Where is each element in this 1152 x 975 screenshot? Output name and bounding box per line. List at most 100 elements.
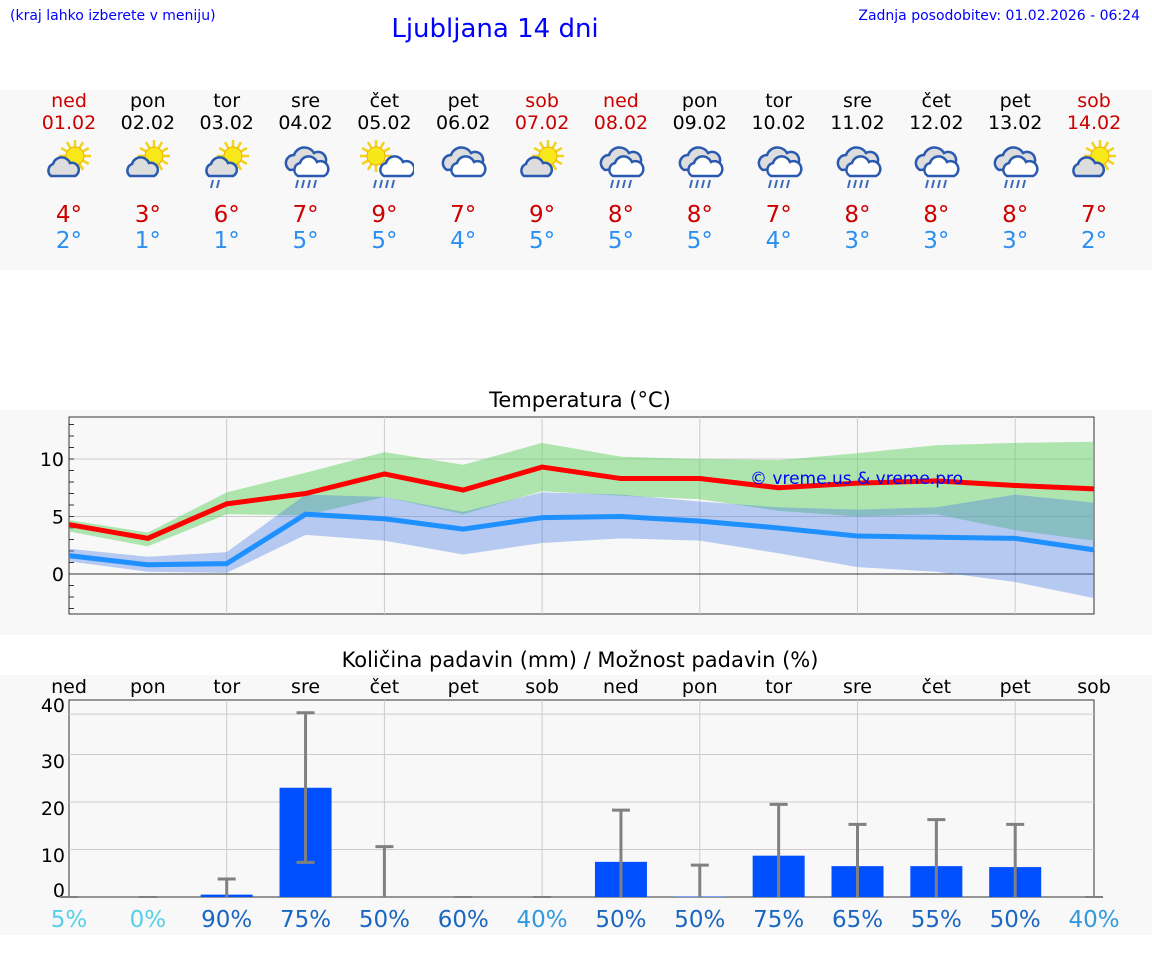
- precip-probability: 50%: [359, 907, 410, 933]
- last-update: Zadnja posodobitev: 01.02.2026 - 06:24: [858, 8, 1140, 24]
- cloud: [923, 155, 960, 178]
- precip-probability: 40%: [517, 907, 568, 933]
- sun-ray: [157, 141, 163, 149]
- rain-drop: [627, 179, 632, 189]
- day-forecast[interactable]: sre 04.02 7° 5°: [266, 90, 346, 254]
- rain-drop: [688, 179, 693, 189]
- cloud-rain-icon: [993, 146, 1039, 189]
- cloud: [686, 155, 724, 178]
- min-temp: 1°: [213, 228, 240, 254]
- day-forecast[interactable]: pet 13.02 8° 3°: [975, 90, 1055, 254]
- day-name: sob: [1077, 90, 1111, 112]
- rain-drop: [943, 179, 948, 189]
- sun-ray: [223, 141, 230, 149]
- min-temp-line: [68, 511, 1095, 568]
- sun-ray: [555, 159, 563, 166]
- max-temp: 8°: [844, 202, 871, 228]
- day-date: 10.02: [751, 112, 806, 134]
- day-forecast[interactable]: ned 08.02 8° 5°: [581, 90, 661, 254]
- precip-probability: 75%: [753, 907, 804, 933]
- rain-drop: [694, 179, 699, 189]
- day-forecast[interactable]: čet 05.02 9° 5°: [344, 90, 424, 254]
- rain-drop: [209, 179, 214, 189]
- max-temp: 8°: [1002, 202, 1029, 228]
- day-label: tor: [765, 676, 792, 698]
- sun-ray: [551, 141, 558, 149]
- page-title: Ljubljana 14 dni: [391, 14, 599, 44]
- cloud: [450, 155, 487, 178]
- day-name: pet: [999, 90, 1031, 112]
- day-name: pet: [447, 90, 479, 112]
- y-tick-label: 0: [52, 564, 64, 586]
- day-label: tor: [213, 676, 240, 698]
- sun-ray: [1085, 146, 1093, 153]
- precip-probability: 55%: [911, 907, 962, 933]
- day-label: pet: [448, 676, 479, 698]
- day-forecast[interactable]: sob 14.02 7° 2°: [1054, 90, 1134, 254]
- day-date: 09.02: [672, 112, 727, 134]
- temperature-chart-title: Temperatura (°C): [489, 388, 671, 412]
- max-temp-range-band: [69, 441, 1095, 547]
- sun-ray: [539, 141, 545, 149]
- day-forecast[interactable]: sre 11.02 8° 3°: [818, 90, 898, 254]
- y-tick-label: 40: [41, 695, 65, 717]
- precip-probability: 90%: [201, 907, 252, 933]
- rain-drop: [385, 179, 390, 189]
- rain-drop: [1016, 179, 1021, 189]
- rain-drop: [609, 179, 614, 189]
- day-forecast[interactable]: ned 01.02 4° 2°: [29, 90, 109, 254]
- day-date: 06.02: [436, 112, 491, 134]
- rain-drop: [785, 179, 790, 189]
- min-temp: 3°: [923, 228, 950, 254]
- sun-ray: [82, 146, 90, 153]
- day-date: 11.02: [830, 112, 885, 134]
- max-temp: 8°: [607, 202, 634, 228]
- day-date: 07.02: [514, 112, 570, 134]
- partly-sunny-rain-icon: [204, 140, 249, 189]
- day-label: čet: [370, 676, 400, 698]
- sun-ray: [379, 141, 386, 149]
- sun-ray: [361, 159, 370, 166]
- day-forecast[interactable]: pet 06.02 7° 4°: [423, 90, 503, 254]
- min-temp: 4°: [765, 228, 792, 254]
- day-name: sob: [525, 90, 559, 112]
- y-tick-label: 20: [41, 798, 65, 820]
- location-hint[interactable]: (kraj lahko izberete v meniju): [10, 8, 216, 24]
- day-date: 13.02: [987, 112, 1043, 134]
- min-temp: 4°: [450, 228, 477, 254]
- rain-drop: [931, 179, 936, 189]
- day-name: ned: [603, 90, 639, 112]
- day-forecast[interactable]: čet 12.02 8° 3°: [896, 90, 976, 254]
- rain-drop: [864, 179, 869, 189]
- day-label: pet: [1000, 676, 1031, 698]
- y-tick-label: 5: [52, 507, 64, 529]
- day-forecast[interactable]: pon 02.02 3° 1°: [108, 90, 188, 254]
- cloud-rain-icon: [914, 146, 960, 189]
- sun-ray: [361, 146, 370, 153]
- cloud: [608, 155, 645, 178]
- min-temp: 5°: [529, 228, 556, 254]
- min-temp: 5°: [371, 228, 398, 254]
- sun-ray: [157, 163, 163, 171]
- day-date: 03.02: [199, 112, 254, 134]
- sun: [366, 146, 386, 166]
- day-forecast[interactable]: tor 03.02 6° 1°: [187, 90, 267, 254]
- max-temp: 7°: [1080, 202, 1108, 228]
- min-temp: 2°: [55, 228, 83, 254]
- sun-ray: [1103, 141, 1110, 149]
- day-forecast[interactable]: pon 09.02 8° 5°: [660, 90, 740, 254]
- min-temp: 5°: [686, 228, 713, 254]
- day-label: sre: [843, 676, 872, 698]
- rain-drop: [215, 179, 220, 189]
- rain-drop: [391, 179, 396, 189]
- day-name: tor: [213, 90, 241, 112]
- rain-drop: [306, 179, 311, 189]
- day-forecast[interactable]: sob 07.02 9° 5°: [502, 90, 582, 254]
- rain-drop: [767, 179, 772, 189]
- plot-area: [68, 699, 1095, 898]
- day-forecast[interactable]: tor 10.02 7° 4°: [739, 90, 819, 254]
- max-temp: 7°: [292, 202, 319, 228]
- max-temp: 3°: [134, 202, 161, 228]
